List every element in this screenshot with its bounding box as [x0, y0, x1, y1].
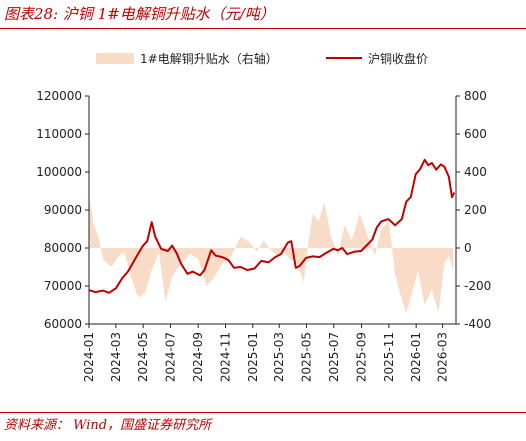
x-axis-tick-label: 2024-01: [82, 332, 96, 382]
source-divider: [0, 412, 526, 413]
legend-swatch-premium: [96, 53, 134, 64]
right-axis-tick-label: 0: [464, 241, 472, 255]
right-axis-tick-label: 600: [464, 127, 487, 141]
left-axis-tick-label: 60000: [44, 317, 82, 331]
x-axis-tick-label: 2025-07: [327, 332, 341, 382]
x-axis-tick-label: 2025-09: [355, 332, 369, 382]
legend-label-premium: 1#电解铜升贴水（右轴）: [140, 51, 278, 66]
chart: 1#电解铜升贴水（右轴） 沪铜收盘价 60000 70000 80000 90000 10…: [36, 51, 491, 382]
source-note: 资料来源： Wind，国盛证券研究所: [4, 418, 212, 433]
figure-title: 图表28: 沪铜 1#电解铜升贴水（元/吨）: [4, 5, 275, 23]
premium-area-series: [89, 198, 454, 313]
x-axis-tick-label: 2025-01: [246, 332, 260, 382]
x-axis-tick-label: 2025-05: [300, 332, 314, 382]
left-axis-tick-label: 80000: [44, 241, 82, 255]
left-axis-tick-label: 70000: [44, 279, 82, 293]
left-axis-tick-label: 110000: [36, 127, 82, 141]
title-divider: [0, 28, 526, 29]
axes: 60000 70000 80000 90000 100000 110000 120000 -4…: [36, 89, 491, 382]
x-axis-tick-label: 2024-09: [191, 332, 205, 382]
x-axis-tick-label: 2024-11: [219, 332, 233, 382]
legend-label-price: 沪铜收盘价: [368, 51, 428, 66]
right-axis-tick-label: 400: [464, 165, 487, 179]
right-axis-tick-label: -400: [464, 317, 491, 331]
x-axis-tick-label: 2026-03: [436, 332, 450, 382]
right-axis-tick-label: 800: [464, 89, 487, 103]
x-axis-tick-label: 2025-11: [382, 332, 396, 382]
left-axis-tick-label: 100000: [36, 165, 82, 179]
left-axis-tick-label: 90000: [44, 203, 82, 217]
x-axis-tick-label: 2024-07: [163, 332, 177, 382]
plot-area: [89, 158, 456, 313]
x-axis-tick-label: 2025-03: [272, 332, 286, 382]
x-axis-tick-label: 2024-03: [109, 332, 123, 382]
left-axis-tick-label: 120000: [36, 89, 82, 103]
x-axis-tick-label: 2026-01: [409, 332, 423, 382]
price-line-series: [89, 158, 456, 294]
right-axis-tick-label: 200: [464, 203, 487, 217]
legend: 1#电解铜升贴水（右轴） 沪铜收盘价: [96, 51, 428, 66]
x-axis-tick-label: 2024-05: [136, 332, 150, 382]
right-axis-tick-label: -200: [464, 279, 491, 293]
